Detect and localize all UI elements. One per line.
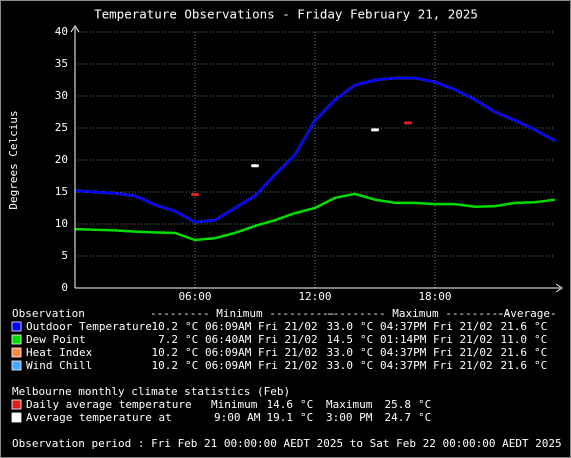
min-value: 10.2	[152, 320, 179, 333]
max-value: 33.0	[327, 359, 354, 372]
unit: °C	[300, 398, 313, 411]
unit: °C	[534, 333, 547, 346]
series-line	[74, 76, 556, 224]
climate-value: 14.6	[267, 398, 294, 411]
max-time: 04:37PM Fri 21/02	[380, 320, 493, 333]
y-tick-label: 15	[55, 185, 68, 198]
min-time: 06:09AM Fri 21/02	[205, 346, 318, 359]
y-tick-label: 35	[55, 57, 68, 70]
unit: °C	[360, 346, 373, 359]
climate-time: 3:00 PM	[326, 411, 373, 424]
max-value: 14.5	[327, 333, 354, 346]
legend-label: Dew Point	[26, 333, 86, 346]
climate-marker	[371, 128, 379, 132]
climate-label: Daily average temperature	[26, 398, 192, 411]
legend-swatch	[11, 360, 22, 371]
y-tick-label: 40	[55, 25, 68, 38]
y-tick-label: 30	[55, 89, 68, 102]
climate-value: 19.1	[267, 411, 294, 424]
max-time: 01:14PM Fri 21/02	[380, 333, 493, 346]
avg-value: 21.6	[501, 359, 528, 372]
max-time: 04:37PM Fri 21/02	[380, 359, 493, 372]
unit: °C	[185, 359, 198, 372]
y-tick-label: 10	[55, 217, 68, 230]
chart-title: Temperature Observations - Friday Februa…	[94, 7, 478, 22]
min-value: 10.2	[152, 346, 179, 359]
legend-swatch	[11, 347, 22, 358]
plot	[74, 31, 556, 289]
unit: °C	[360, 320, 373, 333]
y-tick-label: 0	[61, 281, 68, 294]
table-header: Observation	[12, 307, 85, 320]
unit: °C	[360, 359, 373, 372]
unit: °C	[360, 333, 373, 346]
table-header: -Average-	[497, 307, 557, 320]
x-tick-label: 12:00	[298, 290, 331, 303]
climate-label: Minimum	[211, 398, 258, 411]
climate-title: Melbourne monthly climate statistics (Fe…	[12, 385, 290, 398]
max-value: 33.0	[327, 320, 354, 333]
min-time: 06:40AM Fri 21/02	[205, 333, 318, 346]
unit: °C	[534, 320, 547, 333]
unit: °C	[185, 333, 198, 346]
climate-time: 9:00 AM	[214, 411, 261, 424]
min-time: 06:09AM Fri 21/02	[205, 359, 318, 372]
min-value: 7.2	[158, 333, 178, 346]
min-value: 10.2	[152, 359, 179, 372]
max-value: 33.0	[327, 346, 354, 359]
y-axis-label: Degrees Celcius	[7, 110, 20, 209]
unit: °C	[185, 320, 198, 333]
unit: °C	[534, 359, 547, 372]
x-tick-label: 06:00	[178, 290, 211, 303]
climate-marker	[404, 121, 412, 125]
min-time: 06:09AM Fri 21/02	[205, 320, 318, 333]
footer: Observation period : Fri Feb 21 00:00:00…	[12, 437, 562, 450]
axes	[70, 25, 563, 293]
x-tick-label: 18:00	[418, 290, 451, 303]
max-time: 04:37PM Fri 21/02	[380, 346, 493, 359]
table-header: --------- Minimum ----------	[150, 307, 335, 320]
y-tick-label: 20	[55, 153, 68, 166]
climate-marker	[251, 164, 259, 168]
unit: °C	[300, 411, 313, 424]
avg-value: 21.6	[501, 346, 528, 359]
unit: °C	[185, 346, 198, 359]
unit: °C	[418, 411, 431, 424]
unit: °C	[534, 346, 547, 359]
legend-swatch	[11, 412, 22, 423]
climate-label: Maximum	[326, 398, 373, 411]
legend-label: Wind Chill	[26, 359, 92, 372]
table-header: --------- Maximum ----------	[326, 307, 511, 320]
series-line	[74, 192, 556, 242]
legend-swatch	[11, 321, 22, 332]
legend-swatch	[11, 399, 22, 410]
legend-label: Heat Index	[26, 346, 93, 359]
unit: °C	[418, 398, 431, 411]
climate-marker	[191, 193, 199, 197]
avg-value: 11.0	[501, 333, 528, 346]
legend-swatch	[11, 334, 22, 345]
legend-label: Outdoor Temperature	[26, 320, 152, 333]
y-tick-label: 25	[55, 121, 68, 134]
avg-value: 21.6	[501, 320, 528, 333]
climate-value: 24.7	[385, 411, 412, 424]
y-tick-label: 5	[61, 249, 68, 262]
climate-value: 25.8	[385, 398, 412, 411]
climate-label: Average temperature at	[26, 411, 172, 424]
